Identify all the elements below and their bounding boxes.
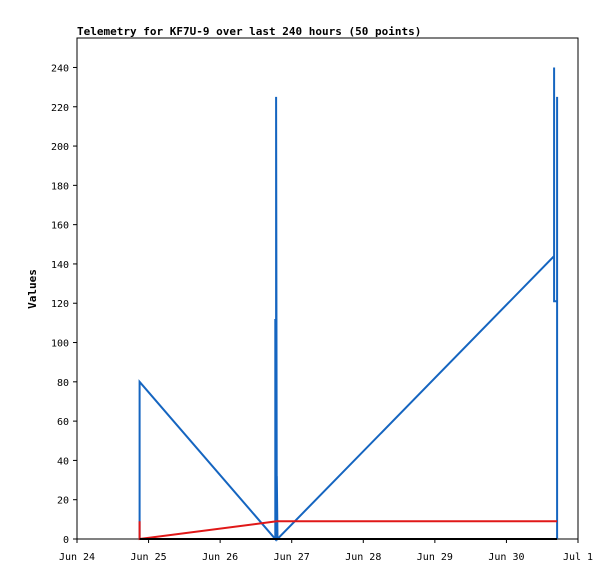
x-tick-label: Jun 28	[345, 552, 381, 563]
y-tick-label: 240	[51, 63, 69, 74]
x-tick-label: Jun 26	[202, 552, 238, 563]
y-tick-label: 160	[51, 221, 69, 232]
x-tick-label: Jun 27	[274, 552, 310, 563]
y-axis-label: Values	[26, 269, 39, 309]
y-tick-label: 120	[51, 299, 69, 310]
y-tick-label: 100	[51, 339, 69, 350]
axes: 0 20 40 60 80 100 120 140 160 180 200 220 240 Jun 24 J…	[51, 63, 593, 563]
x-tick-label: Jun 30	[488, 552, 524, 563]
chart-title: Telemetry for KF7U-9 over last 240 hours…	[77, 25, 421, 38]
y-tick-label: 220	[51, 103, 69, 114]
plot-frame	[76, 37, 579, 540]
series-line-2	[138, 520, 558, 541]
x-tick-label: Jun 29	[417, 552, 453, 563]
y-tick-label: 140	[51, 260, 69, 271]
x-tick-label: Jun 24	[59, 552, 95, 563]
y-tick-label: 40	[57, 456, 69, 467]
series-layer	[138, 67, 559, 542]
y-tick-label: 60	[57, 417, 69, 428]
x-tick-label: Jun 25	[131, 552, 167, 563]
y-tick-label: 80	[57, 378, 69, 389]
y-tick-label: 20	[57, 496, 69, 507]
x-tick-label: Jul 1	[563, 552, 593, 563]
y-tick-label: 0	[63, 535, 69, 546]
series-line-1	[138, 67, 559, 542]
y-tick-label: 200	[51, 142, 69, 153]
y-tick-label: 180	[51, 181, 69, 192]
